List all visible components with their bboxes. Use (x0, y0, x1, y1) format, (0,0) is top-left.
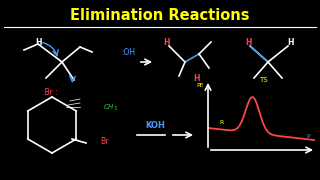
Text: H: H (194, 73, 200, 82)
Text: P: P (306, 134, 310, 138)
Text: $\mathit{CH_3}$: $\mathit{CH_3}$ (103, 103, 118, 113)
Text: :OH: :OH (121, 48, 135, 57)
Text: H: H (287, 37, 293, 46)
Text: :Br :: :Br : (42, 87, 58, 96)
Text: H: H (245, 37, 251, 46)
Text: H: H (35, 37, 41, 46)
Text: TS: TS (259, 77, 267, 83)
Text: Br: Br (100, 138, 108, 147)
Text: PE: PE (196, 82, 204, 87)
Text: R: R (220, 120, 224, 125)
Text: H: H (164, 37, 170, 46)
Text: Elimination Reactions: Elimination Reactions (70, 8, 250, 22)
Text: KOH: KOH (145, 120, 165, 129)
